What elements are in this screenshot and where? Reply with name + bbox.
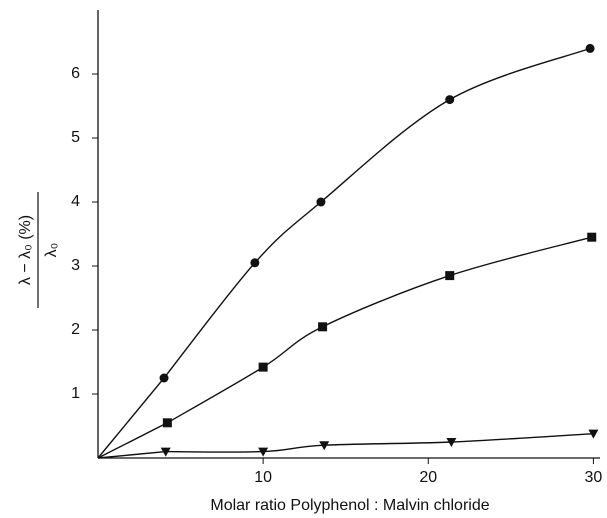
y-tick-label: 4	[71, 193, 80, 210]
fit-start	[97, 377, 165, 459]
point	[446, 438, 457, 447]
x-tick-label: 20	[419, 469, 437, 486]
y-tick-label: 6	[71, 65, 80, 82]
point	[160, 447, 171, 457]
point	[159, 373, 169, 383]
point	[587, 232, 597, 242]
fit-start	[97, 422, 168, 459]
point	[250, 258, 260, 268]
point	[316, 197, 326, 207]
x-tick-label: 10	[254, 469, 272, 486]
x-axis-label: Molar ratio Polyphenol : Malvin chloride	[210, 497, 489, 514]
y-tick-label: 5	[71, 129, 80, 146]
x-tick-label: 30	[584, 469, 602, 486]
y-axis-label: λ − λ₀ (%) λ₀	[17, 192, 60, 308]
point	[585, 43, 595, 53]
point	[445, 271, 455, 281]
point	[319, 441, 330, 451]
point	[162, 418, 172, 428]
y-label-denominator: λ₀	[43, 243, 60, 258]
fit-curve	[167, 236, 592, 424]
point	[258, 362, 268, 372]
fit-curve	[163, 47, 591, 379]
point	[588, 429, 599, 439]
y-tick-label: 1	[71, 385, 80, 402]
fit-curve	[165, 432, 594, 453]
point	[318, 322, 328, 332]
point	[445, 95, 455, 105]
y-tick-label: 3	[71, 257, 80, 274]
fit-start	[97, 450, 166, 459]
point	[258, 447, 269, 457]
y-label-numerator: λ − λ₀ (%)	[17, 215, 34, 285]
y-tick-label: 2	[71, 321, 80, 338]
